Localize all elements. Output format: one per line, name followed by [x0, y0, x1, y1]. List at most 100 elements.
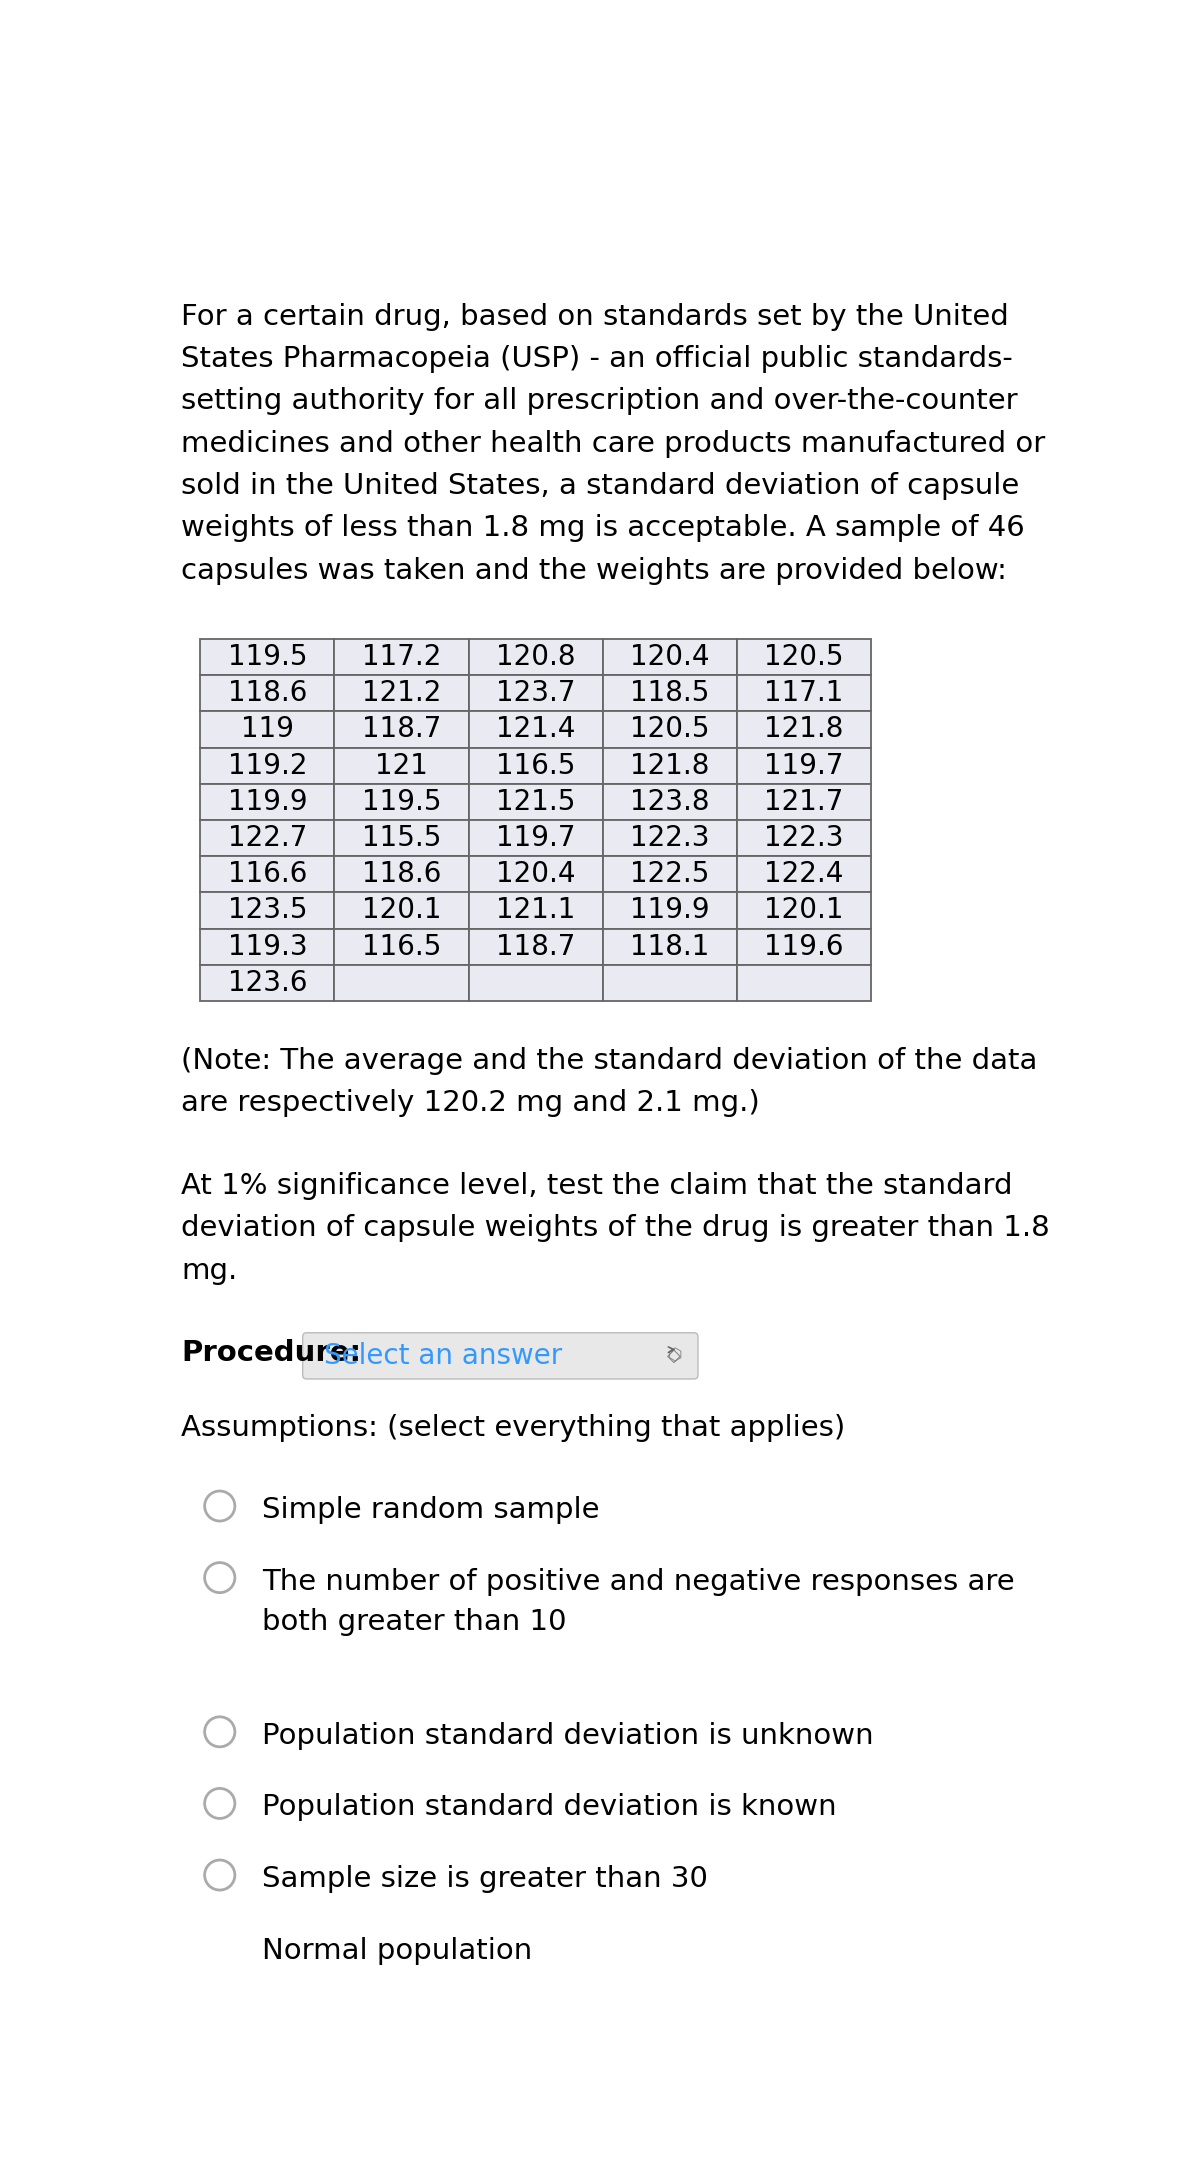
Text: 119.3: 119.3 — [228, 932, 307, 960]
Text: 117.2: 117.2 — [362, 644, 442, 672]
Text: 118.5: 118.5 — [630, 679, 709, 707]
Bar — [737, 785, 871, 820]
Circle shape — [205, 1932, 235, 1962]
Text: 120.4: 120.4 — [496, 861, 575, 889]
Bar — [335, 965, 468, 1002]
Text: 121.8: 121.8 — [764, 715, 844, 744]
Bar — [602, 856, 737, 893]
Text: 117.1: 117.1 — [764, 679, 844, 707]
Bar — [335, 820, 468, 856]
Circle shape — [205, 1789, 235, 1819]
Text: Normal population: Normal population — [263, 1936, 533, 1964]
Text: 118.6: 118.6 — [228, 679, 307, 707]
Text: 120.4: 120.4 — [630, 644, 709, 672]
Text: Select an answer: Select an answer — [324, 1342, 562, 1370]
Text: 122.3: 122.3 — [630, 824, 709, 852]
Bar — [602, 711, 737, 748]
Bar — [602, 893, 737, 928]
Bar — [737, 893, 871, 928]
Text: sold in the United States, a standard deviation of capsule: sold in the United States, a standard de… — [181, 473, 1019, 501]
Text: deviation of capsule weights of the drug is greater than 1.8: deviation of capsule weights of the drug… — [181, 1214, 1050, 1242]
Text: 119.5: 119.5 — [228, 644, 307, 672]
Text: 122.3: 122.3 — [764, 824, 844, 852]
Text: 119.9: 119.9 — [630, 895, 709, 924]
Bar — [335, 856, 468, 893]
Text: (Note: The average and the standard deviation of the data: (Note: The average and the standard devi… — [181, 1047, 1037, 1075]
Text: 122.5: 122.5 — [630, 861, 709, 889]
Text: 123.7: 123.7 — [496, 679, 575, 707]
Text: setting authority for all prescription and over-the-counter: setting authority for all prescription a… — [181, 388, 1018, 416]
Circle shape — [205, 1717, 235, 1747]
Bar — [200, 785, 335, 820]
Text: Assumptions: (select everything that applies): Assumptions: (select everything that app… — [181, 1414, 845, 1442]
Text: 120.5: 120.5 — [764, 644, 844, 672]
Bar — [468, 820, 602, 856]
Text: 119.7: 119.7 — [764, 752, 844, 780]
Bar — [335, 711, 468, 748]
Bar — [737, 856, 871, 893]
Text: 120.1: 120.1 — [764, 895, 844, 924]
Text: Sample size is greater than 30: Sample size is greater than 30 — [263, 1864, 708, 1893]
Bar — [602, 640, 737, 674]
Text: Population standard deviation is known: Population standard deviation is known — [263, 1793, 838, 1821]
Bar — [737, 965, 871, 1002]
Bar — [335, 640, 468, 674]
Bar — [468, 965, 602, 1002]
Bar — [200, 711, 335, 748]
Text: 121.5: 121.5 — [496, 787, 575, 815]
Text: 118.6: 118.6 — [362, 861, 442, 889]
Text: ◇: ◇ — [667, 1346, 680, 1366]
Bar — [335, 893, 468, 928]
Text: Simple random sample: Simple random sample — [263, 1496, 600, 1524]
Bar — [468, 785, 602, 820]
Circle shape — [205, 1492, 235, 1522]
Text: 119.2: 119.2 — [228, 752, 307, 780]
Text: 121.4: 121.4 — [496, 715, 575, 744]
Text: medicines and other health care products manufactured or: medicines and other health care products… — [181, 429, 1045, 457]
Bar — [335, 928, 468, 965]
Text: 122.7: 122.7 — [228, 824, 307, 852]
Text: 123.6: 123.6 — [228, 969, 307, 997]
Bar — [335, 674, 468, 711]
Bar — [200, 674, 335, 711]
Text: 122.4: 122.4 — [764, 861, 844, 889]
Bar — [200, 856, 335, 893]
Bar — [335, 785, 468, 820]
Bar — [468, 856, 602, 893]
Bar — [737, 640, 871, 674]
Text: 121.8: 121.8 — [630, 752, 709, 780]
Bar — [468, 748, 602, 785]
Bar — [468, 640, 602, 674]
Circle shape — [205, 1563, 235, 1593]
Text: 123.8: 123.8 — [630, 787, 709, 815]
Bar — [602, 748, 737, 785]
Text: Procedure:: Procedure: — [181, 1340, 361, 1368]
Text: 121.2: 121.2 — [362, 679, 442, 707]
Text: 118.7: 118.7 — [362, 715, 442, 744]
Text: At 1% significance level, test the claim that the standard: At 1% significance level, test the claim… — [181, 1173, 1013, 1199]
Text: 121.7: 121.7 — [764, 787, 844, 815]
Text: 116.5: 116.5 — [496, 752, 575, 780]
Bar — [737, 748, 871, 785]
Bar — [602, 785, 737, 820]
Text: 123.5: 123.5 — [228, 895, 307, 924]
Bar — [468, 711, 602, 748]
Text: 121.1: 121.1 — [496, 895, 575, 924]
Text: 116.5: 116.5 — [362, 932, 442, 960]
Bar — [602, 820, 737, 856]
Bar — [602, 674, 737, 711]
Text: 120.8: 120.8 — [496, 644, 575, 672]
Bar — [200, 748, 335, 785]
Bar — [468, 893, 602, 928]
Text: 119.5: 119.5 — [361, 787, 442, 815]
Bar — [602, 928, 737, 965]
Text: mg.: mg. — [181, 1257, 238, 1286]
Circle shape — [205, 1860, 235, 1890]
Text: ⬡: ⬡ — [667, 1346, 682, 1366]
Text: 119: 119 — [241, 715, 294, 744]
Bar — [602, 965, 737, 1002]
Bar — [200, 928, 335, 965]
Text: Population standard deviation is unknown: Population standard deviation is unknown — [263, 1721, 874, 1750]
Text: 118.7: 118.7 — [496, 932, 575, 960]
Text: are respectively 120.2 mg and 2.1 mg.): are respectively 120.2 mg and 2.1 mg.) — [181, 1091, 760, 1117]
